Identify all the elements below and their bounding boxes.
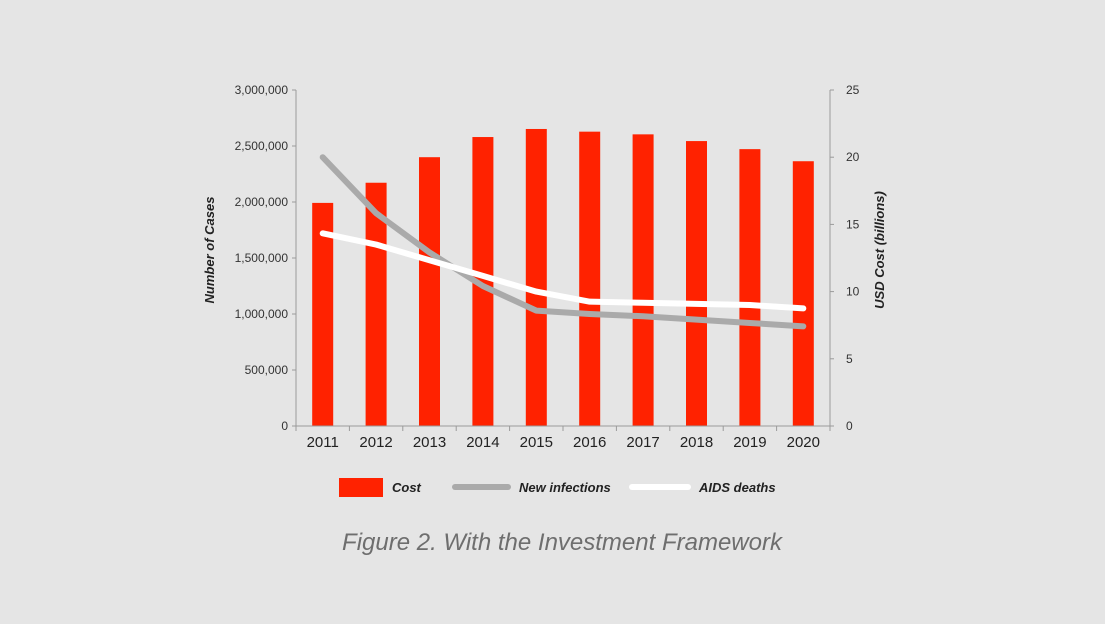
x-tick-label: 2020 bbox=[787, 434, 820, 451]
x-tick-label: 2018 bbox=[680, 434, 713, 451]
cost-bar bbox=[525, 128, 547, 426]
cost-bar bbox=[579, 131, 601, 426]
x-tick-label: 2017 bbox=[626, 434, 659, 451]
right-tick-label: 5 bbox=[846, 352, 853, 366]
x-tick-label: 2015 bbox=[520, 434, 553, 451]
legend: Cost New infections AIDS deaths bbox=[339, 478, 776, 497]
left-tick-label: 500,000 bbox=[245, 363, 289, 377]
legend-label-aids-deaths: AIDS deaths bbox=[698, 480, 776, 495]
x-tick-label: 2014 bbox=[466, 434, 499, 451]
right-tick-label: 10 bbox=[846, 285, 860, 299]
cost-bar bbox=[312, 202, 334, 426]
left-tick-label: 1,500,000 bbox=[235, 251, 289, 265]
left-tick-label: 0 bbox=[281, 419, 288, 433]
left-tick-label: 3,000,000 bbox=[235, 83, 289, 97]
right-tick-label: 0 bbox=[846, 419, 853, 433]
legend-label-new-infections: New infections bbox=[519, 480, 611, 495]
right-tick-label: 20 bbox=[846, 150, 860, 164]
right-axis-title: USD Cost (billions) bbox=[872, 191, 887, 309]
x-tick-label: 2013 bbox=[413, 434, 446, 451]
x-tick-label: 2019 bbox=[733, 434, 766, 451]
x-tick-label: 2012 bbox=[359, 434, 392, 451]
cost-bar bbox=[792, 161, 814, 426]
tick-labels: 0 500,000 1,000,000 1,500,000 2,000,000 2,500… bbox=[235, 83, 860, 451]
x-tick-label: 2011 bbox=[307, 434, 339, 451]
legend-label-cost: Cost bbox=[392, 480, 422, 495]
legend-swatch-cost bbox=[339, 478, 383, 497]
series-lines bbox=[319, 154, 807, 330]
new-infections-line bbox=[319, 154, 807, 330]
figure-caption: Figure 2. With the Investment Framework bbox=[342, 529, 784, 556]
left-tick-label: 1,000,000 bbox=[235, 307, 289, 321]
left-axis-title: Number of Cases bbox=[202, 197, 217, 304]
cost-bar bbox=[739, 149, 761, 427]
x-tick-label: 2016 bbox=[573, 434, 606, 451]
right-tick-label: 25 bbox=[846, 83, 860, 97]
cost-bar bbox=[686, 141, 707, 426]
axes bbox=[292, 89, 834, 431]
aids-deaths-line bbox=[319, 230, 807, 312]
left-tick-label: 2,000,000 bbox=[235, 195, 289, 209]
right-tick-label: 15 bbox=[846, 217, 860, 231]
left-tick-label: 2,500,000 bbox=[235, 139, 289, 153]
cost-bar bbox=[472, 137, 494, 427]
cost-bar bbox=[419, 157, 440, 426]
cost-bar bbox=[632, 134, 654, 427]
